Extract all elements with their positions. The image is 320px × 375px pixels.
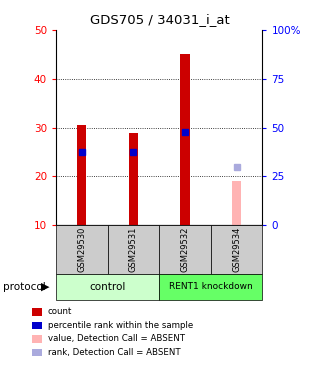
Text: GSM29532: GSM29532 <box>180 226 189 272</box>
Text: GSM29534: GSM29534 <box>232 226 241 272</box>
Bar <box>56 274 159 300</box>
Text: GDS705 / 34031_i_at: GDS705 / 34031_i_at <box>90 13 230 26</box>
Bar <box>232 181 241 225</box>
Bar <box>211 225 262 274</box>
Text: ▶: ▶ <box>41 282 50 292</box>
Bar <box>108 225 159 274</box>
Text: value, Detection Call = ABSENT: value, Detection Call = ABSENT <box>48 334 185 344</box>
Bar <box>129 134 138 225</box>
Bar <box>180 54 190 225</box>
Text: control: control <box>89 282 126 292</box>
Bar <box>159 225 211 274</box>
Text: rank, Detection Call = ABSENT: rank, Detection Call = ABSENT <box>48 348 180 357</box>
Text: GSM29530: GSM29530 <box>77 226 86 272</box>
Bar <box>159 274 262 300</box>
Text: percentile rank within the sample: percentile rank within the sample <box>48 321 193 330</box>
Text: GSM29531: GSM29531 <box>129 226 138 272</box>
Bar <box>56 225 108 274</box>
Text: protocol: protocol <box>3 282 46 292</box>
Bar <box>77 125 86 225</box>
Text: RENT1 knockdown: RENT1 knockdown <box>169 282 253 291</box>
Text: count: count <box>48 308 72 316</box>
